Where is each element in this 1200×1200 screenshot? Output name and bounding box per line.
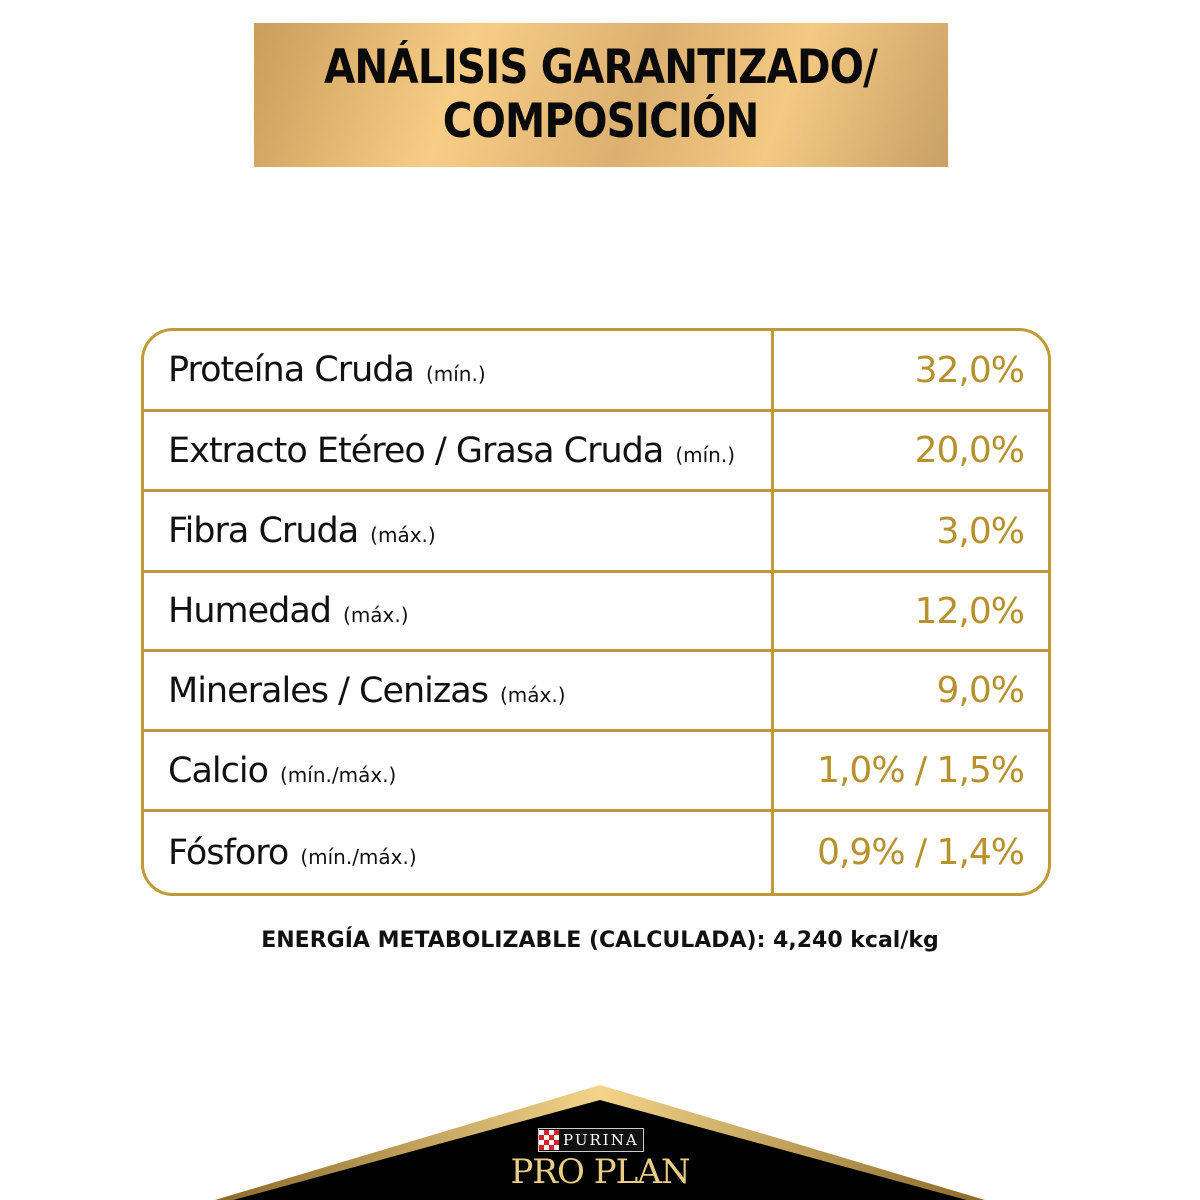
analysis-table: Proteína Cruda (mín.) 32,0% Extracto Etéreo…	[141, 328, 1051, 896]
nutrient-qualifier: (máx.)	[499, 682, 566, 707]
nutrient-name: Fibra Cruda	[168, 511, 359, 551]
purina-text: PURINA	[563, 1131, 639, 1149]
nutrient-value: 1,0% / 1,5%	[817, 750, 1025, 791]
table-row: Minerales / Cenizas (máx.) 9,0%	[144, 652, 1048, 732]
nutrient-label: Fibra Cruda (máx.)	[144, 492, 774, 570]
nutrient-value: 32,0%	[914, 349, 1025, 391]
nutrient-qualifier: (mín./máx.)	[280, 762, 397, 787]
nutrient-qualifier: (mín./máx.)	[300, 844, 417, 869]
table-row: Humedad (máx.) 12,0%	[144, 573, 1048, 652]
nutrient-qualifier: (máx.)	[370, 523, 436, 547]
title-line-2: COMPOSICIÓN	[443, 94, 760, 149]
nutrient-qualifier: (mín.)	[425, 362, 486, 386]
nutrient-name: Fósforo	[168, 832, 289, 873]
nutrient-name: Proteína Cruda	[168, 350, 415, 390]
nutrient-qualifier: (mín.)	[675, 442, 736, 467]
nutrient-label: Proteína Cruda (mín.)	[144, 331, 774, 409]
nutrient-label: Calcio (mín./máx.)	[144, 732, 774, 809]
nutrient-label: Extracto Etéreo / Grasa Cruda (mín.)	[144, 412, 774, 489]
checkerboard-icon	[539, 1130, 559, 1150]
nutrient-value: 12,0%	[914, 590, 1025, 632]
nutrient-label: Minerales / Cenizas (máx.)	[144, 652, 774, 729]
nutrient-value: 0,9% / 1,4%	[817, 832, 1025, 873]
nutrient-name: Extracto Etéreo / Grasa Cruda	[168, 430, 664, 471]
nutrient-value: 9,0%	[936, 670, 1025, 711]
nutrient-qualifier: (máx.)	[343, 603, 409, 627]
title-banner: ANÁLISIS GARANTIZADO/ COMPOSICIÓN	[254, 23, 948, 167]
energy-note: ENERGÍA METABOLIZABLE (CALCULADA): 4,240…	[261, 928, 939, 953]
table-row: Fibra Cruda (máx.) 3,0%	[144, 492, 1048, 573]
nutrient-value: 3,0%	[936, 510, 1025, 552]
table-row: Fósforo (mín./máx.) 0,9% / 1,4%	[144, 812, 1048, 893]
table-row: Proteína Cruda (mín.) 32,0%	[144, 331, 1048, 412]
proplan-logo: PRO PLAN	[510, 1152, 691, 1192]
purina-logo: PURINA	[538, 1128, 644, 1152]
nutrient-name: Humedad	[168, 591, 332, 631]
title-line-1: ANÁLISIS GARANTIZADO/	[324, 40, 878, 95]
table-row: Calcio (mín./máx.) 1,0% / 1,5%	[144, 732, 1048, 812]
table-row: Extracto Etéreo / Grasa Cruda (mín.) 20,0%	[144, 412, 1048, 492]
nutrient-name: Minerales / Cenizas	[168, 670, 489, 711]
nutrient-label: Humedad (máx.)	[144, 573, 774, 649]
nutrient-name: Calcio	[168, 750, 269, 791]
nutrient-value: 20,0%	[914, 430, 1025, 471]
nutrient-label: Fósforo (mín./máx.)	[144, 812, 774, 893]
